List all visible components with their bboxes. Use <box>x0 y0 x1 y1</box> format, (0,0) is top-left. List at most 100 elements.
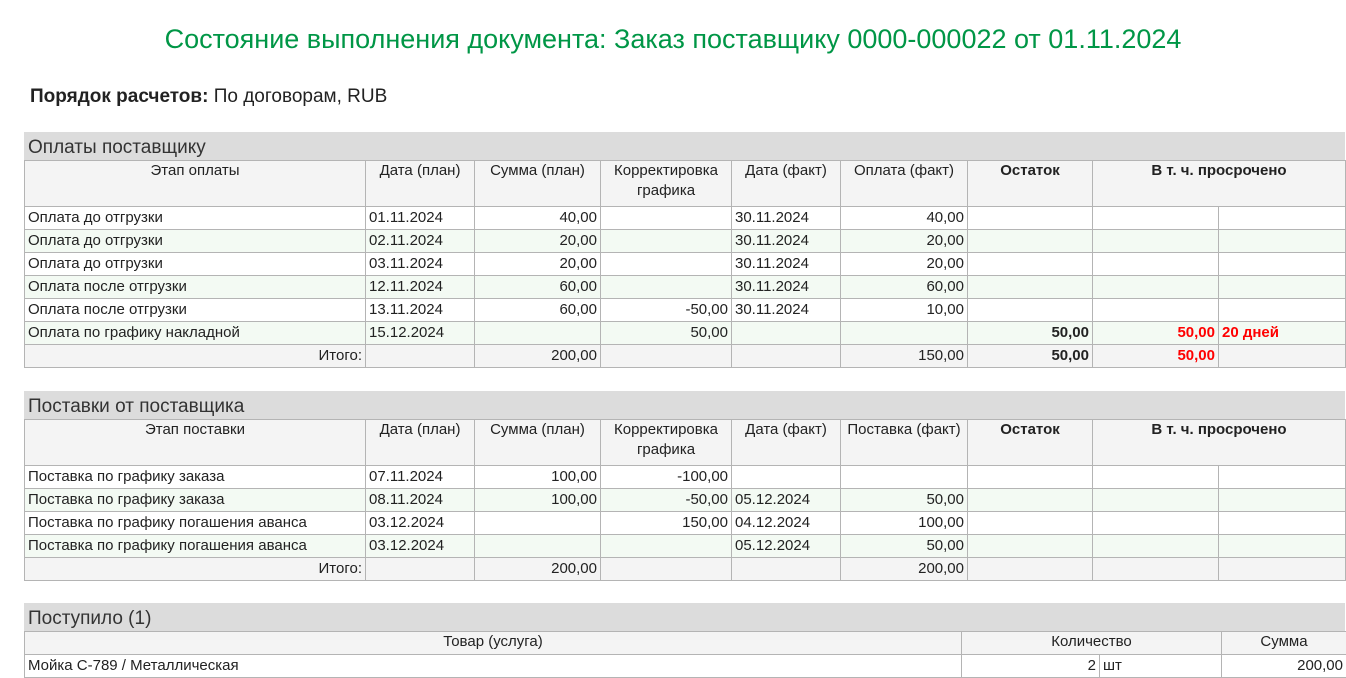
table-cell <box>1092 298 1219 322</box>
table-cell <box>967 465 1093 489</box>
column-header: Дата (план) <box>365 160 475 207</box>
table-cell: -50,00 <box>600 298 732 322</box>
table-cell <box>1092 229 1219 253</box>
total-cell: 50,00 <box>1092 344 1219 368</box>
table-cell <box>1217 206 1346 230</box>
settlement-label: Порядок расчетов: <box>30 86 209 107</box>
table-row: Оплата до отгрузки 01.11.2024 40,00 30.11.2… <box>24 206 1346 230</box>
column-header: Сумма <box>1221 631 1346 655</box>
table-cell: 50,00 <box>840 534 968 558</box>
total-cell <box>365 557 475 581</box>
received-section: Поступило (1) Товар (услуга) Количество Су… <box>24 603 1346 678</box>
total-cell <box>731 557 841 581</box>
table-row: Оплата до отгрузки 03.11.2024 20,00 30.11.2… <box>24 252 1346 276</box>
table-cell: 100,00 <box>840 511 968 535</box>
table-cell <box>967 534 1093 558</box>
table-cell: шт <box>1099 654 1222 678</box>
table-cell <box>1217 465 1346 489</box>
column-header: Корректировка графика <box>600 419 732 466</box>
table-cell: Мойка С-789 / Металлическая <box>24 654 962 678</box>
table-cell: 50,00 <box>967 321 1093 345</box>
table-cell: Поставка по графику заказа <box>24 488 366 512</box>
table-cell: 30.11.2024 <box>731 206 841 230</box>
table-cell: 60,00 <box>474 275 601 299</box>
table-row: Мойка С-789 / Металлическая 2 шт 200,00 <box>24 654 1346 678</box>
total-row: Итого: 200,00 150,00 50,00 50,00 <box>24 344 1346 368</box>
table-cell: Поставка по графику погашения аванса <box>24 511 366 535</box>
total-cell <box>731 344 841 368</box>
received-title: Поступило (1) <box>24 603 1345 631</box>
table-cell: 50,00 <box>1092 321 1219 345</box>
column-header: Оплата (факт) <box>840 160 968 207</box>
table-row: Поставка по графику погашения аванса 03.1… <box>24 511 1346 535</box>
table-cell: 05.12.2024 <box>731 488 841 512</box>
total-cell <box>600 557 732 581</box>
total-cell <box>1217 557 1346 581</box>
table-cell <box>1217 229 1346 253</box>
table-cell: 03.12.2024 <box>365 534 475 558</box>
column-header: Количество <box>961 631 1222 655</box>
column-header: Сумма (план) <box>474 160 601 207</box>
table-cell <box>1092 206 1219 230</box>
total-cell: 200,00 <box>474 557 601 581</box>
total-cell <box>600 344 732 368</box>
column-header: В т. ч. просрочено <box>1091 419 1346 466</box>
table-cell: 30.11.2024 <box>731 275 841 299</box>
table-cell <box>1092 534 1219 558</box>
table-cell <box>967 488 1093 512</box>
table-cell <box>840 321 968 345</box>
column-header: Поставка (факт) <box>840 419 968 466</box>
table-cell <box>1217 252 1346 276</box>
column-header: Этап поставки <box>24 419 366 466</box>
deliveries-title: Поставки от поставщика <box>24 391 1345 419</box>
table-cell: 03.12.2024 <box>365 511 475 535</box>
table-cell: Оплата после отгрузки <box>24 298 366 322</box>
table-cell: -50,00 <box>600 488 732 512</box>
table-cell: 200,00 <box>1221 654 1346 678</box>
table-cell: 60,00 <box>840 275 968 299</box>
table-cell: 13.11.2024 <box>365 298 475 322</box>
total-cell: 150,00 <box>840 344 968 368</box>
table-cell <box>1092 465 1219 489</box>
table-cell <box>731 465 841 489</box>
table-cell: Оплата после отгрузки <box>24 275 366 299</box>
page-title: Состояние выполнения документа: Заказ по… <box>164 24 1182 54</box>
table-cell: 04.12.2024 <box>731 511 841 535</box>
total-cell: Итого: <box>24 344 366 368</box>
total-cell <box>365 344 475 368</box>
table-cell <box>600 275 732 299</box>
table-cell: 15.12.2024 <box>365 321 475 345</box>
column-header: Дата (факт) <box>731 160 841 207</box>
table-row: Поставка по графику заказа 08.11.2024 100,… <box>24 488 1346 512</box>
payments-title: Оплаты поставщику <box>24 132 1345 160</box>
table-cell: Поставка по графику заказа <box>24 465 366 489</box>
table-cell <box>474 534 601 558</box>
column-header: Остаток <box>967 160 1093 207</box>
table-cell: 20,00 <box>474 252 601 276</box>
table-cell: 08.11.2024 <box>365 488 475 512</box>
table-cell: -100,00 <box>600 465 732 489</box>
table-cell: 20 дней <box>1217 321 1346 345</box>
table-row: Оплата после отгрузки 12.11.2024 60,00 30.1… <box>24 275 1346 299</box>
payments-section: Оплаты поставщику Этап оплаты Дата (план)… <box>24 132 1346 368</box>
table-row: Оплата по графику накладной 15.12.2024 50,… <box>24 321 1346 345</box>
table-row: Оплата до отгрузки 02.11.2024 20,00 30.11.2… <box>24 229 1346 253</box>
column-header: Товар (услуга) <box>24 631 962 655</box>
column-header: Дата (план) <box>365 419 475 466</box>
table-cell: 07.11.2024 <box>365 465 475 489</box>
column-header: Дата (факт) <box>731 419 841 466</box>
table-cell: 50,00 <box>840 488 968 512</box>
table-cell <box>1092 275 1219 299</box>
settlement-value: По договорам, RUB <box>213 86 388 107</box>
table-cell <box>1217 298 1346 322</box>
column-header: В т. ч. просрочено <box>1091 160 1346 207</box>
table-cell: 40,00 <box>474 206 601 230</box>
table-cell: 20,00 <box>840 229 968 253</box>
table-cell <box>600 229 732 253</box>
table-cell: 150,00 <box>600 511 732 535</box>
deliveries-table: Этап поставки Дата (план) Сумма (план) Корр… <box>24 419 1346 581</box>
received-table: Товар (услуга) Количество Сумма Мойка С-789… <box>24 631 1346 678</box>
table-cell <box>600 206 732 230</box>
table-cell: 2 <box>961 654 1100 678</box>
table-cell: Оплата до отгрузки <box>24 229 366 253</box>
